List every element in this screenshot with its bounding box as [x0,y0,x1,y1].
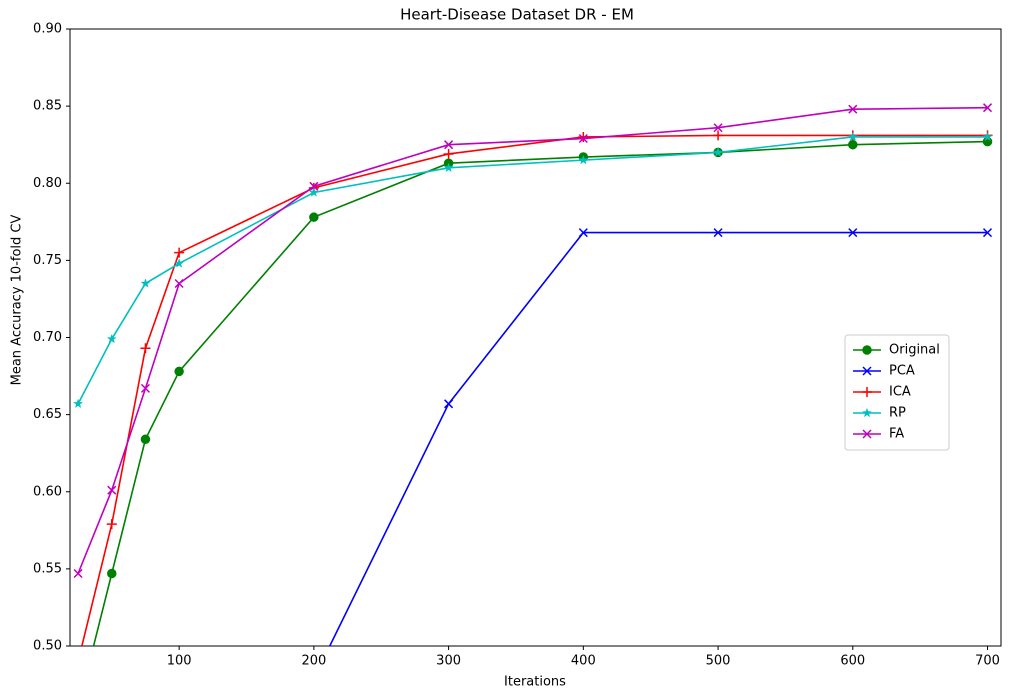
legend-label: RP [889,406,906,421]
marker [73,398,84,409]
marker [713,147,724,157]
marker [309,181,319,191]
legend-frame [844,334,950,451]
y-tick-label: 0.65 [33,407,62,422]
series-line [77,136,988,405]
legend-marker [861,407,873,418]
marker [443,148,454,159]
plot-area [73,103,993,682]
marker [73,568,83,579]
legend-marker [862,345,872,355]
chart-title: Heart-Disease Dataset DR - EM [400,6,634,24]
x-tick-label: 600 [840,654,865,669]
marker [310,674,318,682]
y-axis-label: Mean Accuracy 10-fold CV [10,215,25,386]
legend-marker [862,387,872,397]
marker [140,343,151,354]
marker [444,140,454,150]
x-tick-label: 400 [571,654,596,669]
marker [106,333,117,344]
marker [174,258,185,268]
marker [578,228,588,238]
marker [106,519,117,530]
marker [848,139,858,150]
x-tick-label: 200 [301,654,326,669]
marker [443,162,454,173]
marker [578,133,588,144]
x-tick-label: 300 [436,654,461,669]
marker [140,278,151,288]
legend-label: PCA [889,364,915,379]
y-tick-label: 0.90 [33,22,62,37]
marker [847,131,858,142]
x-axis-label: Iterations [504,675,566,690]
y-tick-label: 0.70 [33,330,62,345]
legend-label: ICA [889,385,911,400]
y-tick-label: 0.60 [33,484,62,499]
marker [982,131,993,142]
marker [713,228,723,238]
marker [140,383,150,393]
series-line [81,134,988,646]
marker [848,104,858,114]
marker [982,228,993,238]
marker [107,568,117,579]
y-tick-label: 0.50 [33,639,62,654]
marker [140,434,151,445]
marker [578,131,589,142]
marker [848,228,858,238]
marker [309,212,319,222]
marker [578,154,589,165]
y-tick-label: 0.85 [33,99,62,114]
marker [174,278,184,289]
legend-marker [862,366,872,376]
marker [73,656,83,666]
x-tick-label: 500 [706,654,731,669]
series-line [92,140,988,646]
marker [174,247,185,258]
legend-label: FA [889,427,904,442]
marker [308,187,319,197]
marker [982,103,993,113]
legend-marker [862,429,872,439]
marker [713,130,724,141]
y-tick-label: 0.75 [33,253,62,268]
legend-label: Original [889,343,940,358]
marker [174,366,184,377]
y-tick-label: 0.80 [33,176,62,191]
marker [444,399,454,409]
x-tick-label: 100 [167,654,192,669]
y-tick-label: 0.55 [33,561,62,576]
marker [107,485,117,495]
x-tick-label: 700 [975,654,1000,669]
series-line [77,106,988,574]
series-line [328,231,988,646]
marker [713,123,723,133]
